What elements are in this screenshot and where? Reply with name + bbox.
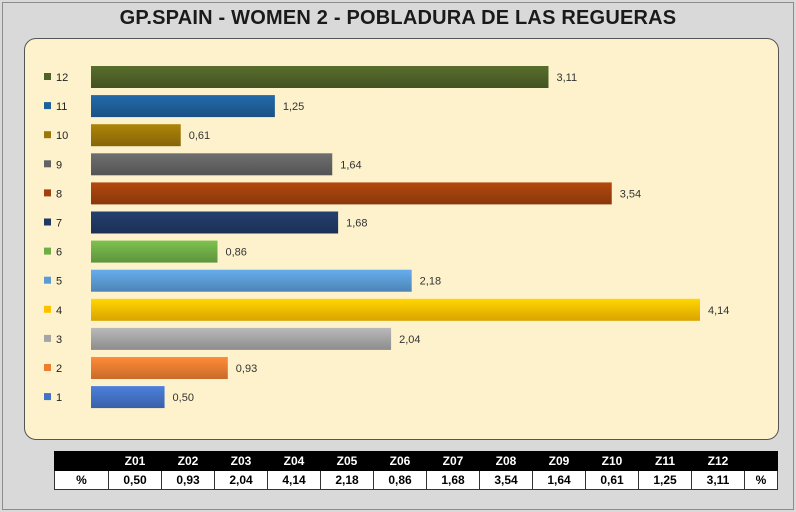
table-row: % 0,50 0,93 2,04 4,14 2,18 0,86 1,68 3,54 1,64 0,6… — [54, 470, 778, 490]
legend-marker-3 — [44, 334, 51, 342]
data-table: Z01 Z02 Z03 Z04 Z05 Z06 Z07 Z08 Z09 Z10 Z11 Z12 % 0,… — [54, 451, 778, 490]
table-header-cell: Z01 — [108, 451, 162, 471]
legend-label-2: 2 — [56, 363, 62, 375]
bar-2 — [91, 357, 228, 379]
legend-marker-11 — [44, 102, 51, 110]
legend-marker-5 — [44, 276, 51, 284]
legend-label-10: 10 — [56, 130, 68, 142]
bar-8 — [91, 182, 612, 205]
table-cell: 1,64 — [532, 470, 586, 490]
legend-marker-1 — [44, 393, 51, 401]
legend-label-11: 11 — [56, 101, 67, 113]
legend-marker-6 — [44, 247, 51, 255]
bar-10 — [91, 124, 181, 147]
table-header-row: Z01 Z02 Z03 Z04 Z05 Z06 Z07 Z08 Z09 Z10 Z11 Z12 — [54, 451, 778, 471]
bar-4 — [91, 298, 700, 321]
table-header-cell — [54, 451, 109, 471]
legend-marker-7 — [44, 218, 51, 226]
table-cell: 0,50 — [108, 470, 162, 490]
legend-marker-10 — [44, 131, 51, 139]
table-header-cell: Z09 — [532, 451, 586, 471]
legend-label-12: 12 — [56, 72, 68, 84]
table-header-cell: Z02 — [161, 451, 215, 471]
table-cell: 1,25 — [638, 470, 692, 490]
chart-title: GP.SPAIN - WOMEN 2 - POBLADURA DE LAS RE… — [119, 7, 677, 29]
table-cell: 0,93 — [161, 470, 215, 490]
legend-label-6: 6 — [56, 247, 62, 259]
table-cell: % — [54, 470, 109, 490]
bar-6 — [91, 240, 218, 263]
table-header-cell — [744, 451, 778, 471]
value-label-8: 3,54 — [620, 188, 641, 200]
legend-label-7: 7 — [56, 218, 62, 230]
bar-5 — [91, 269, 412, 292]
legend-label-3: 3 — [56, 334, 62, 346]
table-cell: 3,11 — [691, 470, 745, 490]
value-label-4: 4,14 — [708, 305, 729, 317]
table-cell: 0,61 — [585, 470, 639, 490]
legend-label-4: 4 — [56, 305, 62, 317]
legend-marker-8 — [44, 189, 51, 197]
value-label-7: 1,68 — [346, 218, 367, 230]
legend-label-5: 5 — [56, 276, 62, 288]
legend-label-8: 8 — [56, 188, 62, 200]
value-label-1: 0,50 — [173, 392, 194, 404]
bar-11 — [91, 95, 275, 118]
legend-marker-4 — [44, 305, 51, 313]
bar-7 — [91, 211, 339, 234]
value-label-11: 1,25 — [283, 101, 304, 113]
bar-12 — [91, 66, 549, 88]
legend-marker-2 — [44, 364, 51, 371]
table-header-cell: Z07 — [426, 451, 480, 471]
bar-1 — [91, 386, 165, 409]
bar-3 — [91, 327, 392, 350]
legend-label-9: 9 — [56, 159, 62, 171]
table-header-cell: Z10 — [585, 451, 639, 471]
value-label-10: 0,61 — [189, 130, 210, 142]
value-label-12: 3,11 — [556, 72, 577, 84]
table-cell: 2,04 — [214, 470, 268, 490]
table-header-cell: Z04 — [267, 451, 321, 471]
value-label-6: 0,86 — [226, 247, 247, 259]
table-cell: 1,68 — [426, 470, 480, 490]
table-cell: 3,54 — [479, 470, 533, 490]
legend-marker-12 — [44, 73, 51, 80]
table-header-cell: Z05 — [320, 451, 374, 471]
legend-marker-9 — [44, 160, 51, 168]
bar-9 — [91, 153, 333, 176]
table-cell: 2,18 — [320, 470, 374, 490]
value-label-5: 2,18 — [420, 276, 441, 288]
value-label-2: 0,93 — [236, 363, 257, 375]
legend-label-1: 1 — [56, 392, 62, 404]
table-header-cell: Z11 — [638, 451, 692, 471]
value-label-3: 2,04 — [399, 334, 420, 346]
table-header-cell: Z03 — [214, 451, 268, 471]
table-cell: 0,86 — [373, 470, 427, 490]
table-cell: 4,14 — [267, 470, 321, 490]
table-header-cell: Z06 — [373, 451, 427, 471]
table-header-cell: Z12 — [691, 451, 745, 471]
value-label-9: 1,64 — [340, 159, 361, 171]
table-cell: % — [744, 470, 778, 490]
chart-panel: 12 3,11 11 1,25 10 0,61 9 1,64 8 3,54 7 1,68 6 0,86 5 2… — [24, 38, 779, 440]
table-header-cell: Z08 — [479, 451, 533, 471]
